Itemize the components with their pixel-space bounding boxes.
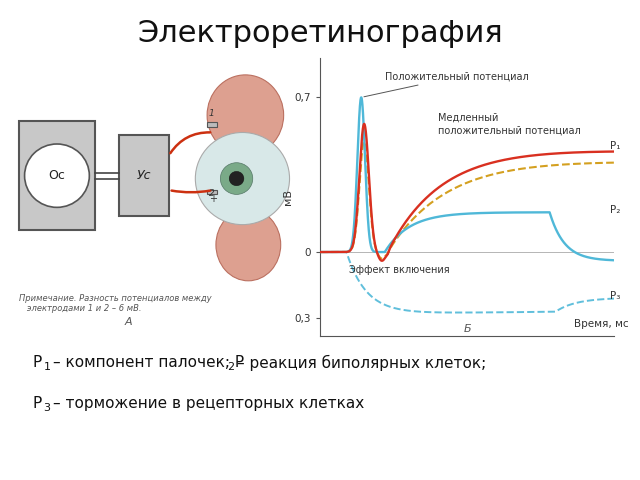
Y-axis label: мВ: мВ xyxy=(283,189,293,205)
Text: – компонент палочек; P: – компонент палочек; P xyxy=(50,355,244,370)
Text: Ос: Ос xyxy=(49,169,65,182)
FancyBboxPatch shape xyxy=(207,122,218,127)
Text: Электроретинография: Электроретинография xyxy=(137,19,503,48)
Text: P₃: P₃ xyxy=(610,291,620,301)
Text: 1: 1 xyxy=(209,109,214,118)
Text: Время, мс: Время, мс xyxy=(575,319,629,329)
Ellipse shape xyxy=(207,75,284,156)
Text: Примечание. Разность потенциалов между
   электродами 1 и 2 – 6 мВ.: Примечание. Разность потенциалов между э… xyxy=(19,294,211,313)
Text: 2: 2 xyxy=(227,362,234,372)
Text: P₂: P₂ xyxy=(610,205,620,215)
Ellipse shape xyxy=(216,209,281,281)
Circle shape xyxy=(24,144,90,207)
Circle shape xyxy=(220,163,253,194)
Text: 3: 3 xyxy=(44,403,51,413)
Text: – реакция биполярных клеток;: – реакция биполярных клеток; xyxy=(234,355,486,372)
Text: Ус: Ус xyxy=(136,169,151,182)
Text: P: P xyxy=(32,396,41,411)
Text: Положительный потенциал: Положительный потенциал xyxy=(364,72,529,97)
Text: P₁: P₁ xyxy=(610,141,621,151)
FancyBboxPatch shape xyxy=(119,135,169,216)
Text: А: А xyxy=(125,317,132,327)
Text: Б: Б xyxy=(463,324,471,334)
Text: +: + xyxy=(209,194,217,204)
Text: – торможение в рецепторных клетках: – торможение в рецепторных клетках xyxy=(50,396,364,411)
Text: Медленный
положительный потенциал: Медленный положительный потенциал xyxy=(438,113,580,135)
FancyBboxPatch shape xyxy=(19,121,95,230)
Text: Эффект включения: Эффект включения xyxy=(349,265,450,276)
Circle shape xyxy=(229,171,244,186)
Circle shape xyxy=(195,132,289,225)
Text: 2: 2 xyxy=(209,189,214,198)
Text: P: P xyxy=(32,355,41,370)
Text: 1: 1 xyxy=(44,362,51,372)
FancyBboxPatch shape xyxy=(207,190,218,194)
